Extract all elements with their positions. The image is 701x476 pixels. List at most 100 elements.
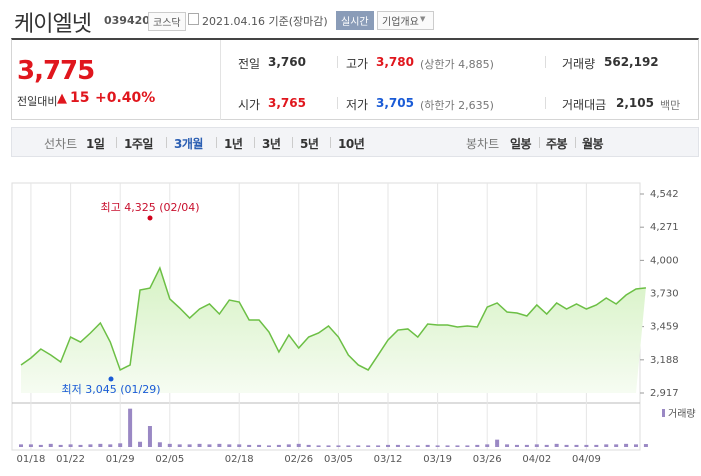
volume-bar	[495, 439, 500, 447]
volume-bar	[574, 444, 579, 447]
volume-bar	[405, 445, 410, 447]
divider	[292, 137, 293, 148]
volume-bar	[187, 444, 192, 447]
volume-bar	[485, 444, 490, 447]
field-extra: (하한가 2,635)	[420, 99, 494, 112]
volume-bar	[138, 441, 143, 447]
volume-bar	[48, 443, 53, 447]
change: 15	[70, 90, 90, 106]
candle-tab[interactable]: 월봉	[582, 137, 604, 151]
overview-dropdown[interactable]: 기업개요	[377, 11, 434, 30]
volume-bar	[207, 444, 212, 447]
x-tick-label: 02/26	[284, 454, 313, 465]
volume-bar	[544, 444, 549, 447]
volume-bar	[524, 444, 529, 447]
volume-legend: 거래량	[668, 408, 696, 420]
y-tick-label: 4,542	[650, 189, 679, 200]
volume-bar	[118, 443, 123, 447]
volume-bar	[346, 445, 351, 447]
field-value: 562,192	[604, 55, 659, 69]
divider	[116, 137, 117, 148]
period-tab[interactable]: 3개월	[174, 137, 203, 151]
field-value: 3,765	[268, 96, 306, 110]
change-pct: +0.40%	[95, 90, 156, 106]
volume-bar	[266, 445, 271, 447]
volume-bar	[108, 444, 113, 447]
divider	[337, 56, 338, 68]
volume-bar	[356, 445, 361, 447]
volume-bar	[227, 444, 232, 447]
volume-bar	[98, 443, 103, 447]
volume-bar	[366, 445, 371, 447]
divider	[254, 137, 255, 148]
volume-bar	[634, 444, 638, 447]
divider	[575, 137, 576, 148]
volume-bar	[643, 444, 648, 447]
volume-bar	[336, 445, 341, 447]
divider	[166, 137, 167, 148]
y-tick-label: 4,000	[650, 255, 679, 266]
volume-bar	[505, 444, 510, 447]
field-label: 거래대금	[562, 98, 607, 112]
volume-bar	[237, 444, 242, 447]
field-value: 3,705	[376, 96, 414, 110]
volume-bar	[247, 444, 252, 447]
x-tick-label: 02/05	[155, 454, 184, 465]
divider	[337, 97, 338, 109]
x-tick-label: 04/09	[572, 454, 601, 465]
volume-legend-swatch	[662, 409, 665, 417]
x-tick-label: 01/18	[17, 454, 46, 465]
y-tick-label: 3,459	[650, 322, 679, 333]
volume-bar	[435, 445, 440, 447]
candle-tab[interactable]: 주봉	[546, 137, 568, 151]
volume-bar	[386, 444, 391, 447]
volume-bar	[614, 444, 619, 447]
volume-bar	[326, 445, 331, 447]
volume-bar	[78, 444, 83, 447]
field-label: 거래량	[562, 57, 596, 71]
volume-bar	[604, 444, 609, 447]
volume-bar	[425, 444, 430, 447]
volume-bar	[58, 444, 63, 447]
realtime-button[interactable]: 실시간	[336, 11, 374, 30]
volume-bar	[316, 445, 321, 447]
stock-code: 039420	[104, 14, 150, 27]
low-annotation: 최저 3,045 (01/29)	[61, 383, 160, 396]
volume-bar	[306, 444, 311, 447]
period-tab[interactable]: 3년	[262, 137, 281, 151]
field-extra: 백만	[660, 99, 681, 112]
volume-bar	[395, 444, 400, 447]
volume-bar	[88, 444, 93, 447]
base-date: 2021.04.16 기준(장마감)	[202, 15, 328, 28]
period-tab[interactable]: 1주일	[124, 137, 153, 151]
field-label: 고가	[346, 57, 369, 71]
field-extra: (상한가 4,885)	[420, 58, 494, 71]
volume-bar	[177, 444, 182, 447]
field-value: 2,105	[616, 96, 654, 110]
volume-bar	[376, 445, 381, 447]
field-value: 3,760	[268, 55, 306, 69]
period-tab[interactable]: 1년	[224, 137, 243, 151]
y-tick-label: 2,917	[650, 388, 679, 399]
volume-bar	[157, 442, 162, 447]
divider	[330, 137, 331, 148]
volume-bar	[564, 444, 569, 447]
x-tick-label: 02/18	[225, 454, 254, 465]
period-tab[interactable]: 10년	[338, 137, 365, 151]
volume-bar	[445, 445, 450, 447]
volume-bar	[296, 443, 301, 447]
x-tick-label: 04/02	[522, 454, 551, 465]
volume-bar	[415, 445, 420, 447]
x-tick-label: 03/12	[374, 454, 403, 465]
price-line	[20, 265, 647, 372]
period-tab[interactable]: 1일	[86, 137, 105, 151]
volume-bar	[167, 443, 172, 447]
x-tick-label: 01/22	[56, 454, 85, 465]
period-tab[interactable]: 5년	[300, 137, 319, 151]
market-badge: 코스닥	[148, 12, 186, 31]
x-tick-label: 03/05	[324, 454, 353, 465]
current-price: 3,775	[17, 56, 95, 86]
candle-tab[interactable]: 일봉	[510, 137, 532, 151]
volume-bar	[624, 443, 629, 447]
